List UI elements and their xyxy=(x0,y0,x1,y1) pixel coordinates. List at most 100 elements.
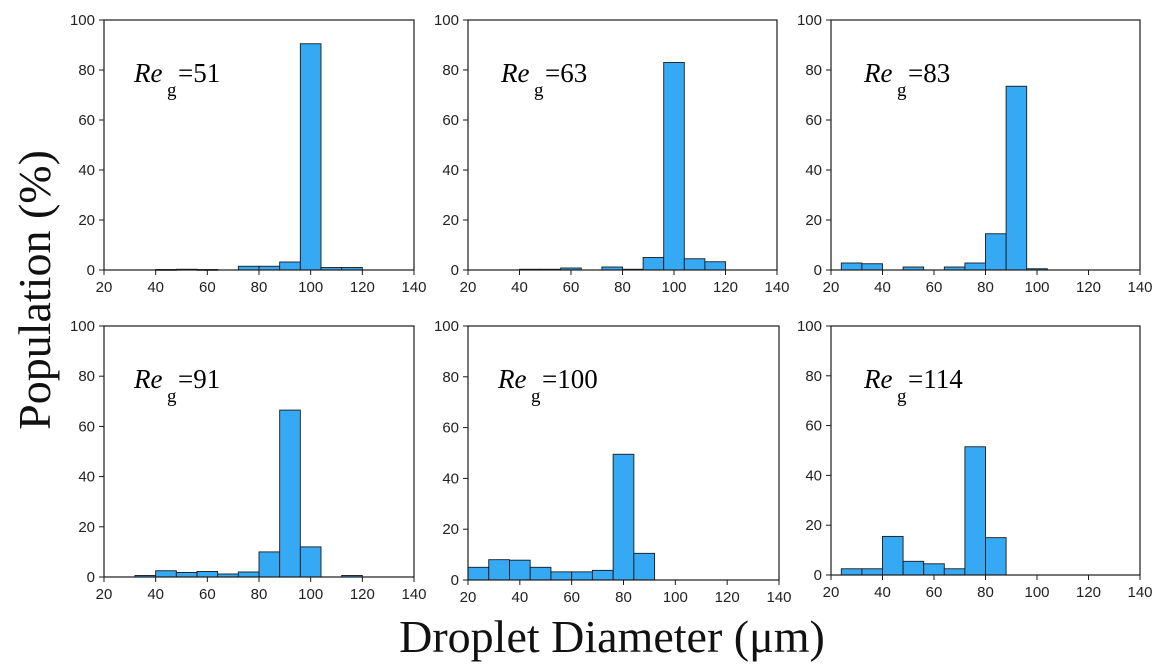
bar xyxy=(704,261,726,271)
y-tick-label: 80 xyxy=(78,368,95,385)
reynolds-subscript: g xyxy=(167,80,177,101)
y-tick-label: 0 xyxy=(814,262,822,279)
x-tick-label: 140 xyxy=(1127,584,1152,601)
x-tick-label: 100 xyxy=(298,586,323,603)
y-tick-label: 0 xyxy=(451,572,459,589)
y-tick-label: 100 xyxy=(434,318,459,335)
bar xyxy=(237,571,260,578)
y-tick-label: 100 xyxy=(797,318,822,335)
bar xyxy=(642,257,665,271)
bar xyxy=(591,569,614,581)
x-tick-label: 20 xyxy=(823,279,840,296)
x-tick-label: 100 xyxy=(1024,584,1049,601)
x-tick-label: 60 xyxy=(199,586,216,603)
y-tick-label: 0 xyxy=(87,569,95,586)
reynolds-value: =100 xyxy=(542,364,598,394)
x-tick-label: 140 xyxy=(764,279,789,296)
reynolds-value: =51 xyxy=(178,58,220,88)
x-tick-label: 120 xyxy=(713,279,738,296)
y-tick-label: 40 xyxy=(78,469,95,486)
bar xyxy=(902,560,925,576)
x-tick-label: 20 xyxy=(96,586,113,603)
x-tick-label: 120 xyxy=(350,279,375,296)
reynolds-annotation: Re xyxy=(497,364,526,394)
reynolds-value: =63 xyxy=(545,58,587,88)
y-tick-label: 20 xyxy=(805,212,822,229)
y-tick-label: 60 xyxy=(442,420,459,437)
y-tick-label: 40 xyxy=(442,162,459,179)
x-axis-label: Droplet Diameter (μm) xyxy=(399,611,825,662)
x-tick-label: 60 xyxy=(563,589,580,606)
reynolds-annotation: Re xyxy=(500,58,529,88)
x-tick-label: 80 xyxy=(977,279,994,296)
x-tick-label: 40 xyxy=(511,279,528,296)
bar xyxy=(571,571,593,581)
bar xyxy=(196,571,219,578)
bar xyxy=(467,566,490,581)
y-tick-label: 40 xyxy=(78,162,95,179)
x-tick-label: 100 xyxy=(661,279,686,296)
reynolds-value: =114 xyxy=(908,364,963,394)
bar xyxy=(943,568,966,576)
reynolds-subscript: g xyxy=(897,80,907,101)
y-tick-label: 20 xyxy=(805,517,822,534)
bar xyxy=(299,43,322,271)
y-tick-label: 20 xyxy=(78,519,95,536)
x-tick-label: 140 xyxy=(766,589,791,606)
y-tick-label: 100 xyxy=(434,12,459,29)
y-tick-label: 80 xyxy=(442,369,459,386)
y-tick-label: 0 xyxy=(814,567,822,584)
bar xyxy=(175,572,198,578)
bar xyxy=(279,261,301,271)
bar xyxy=(529,566,552,581)
x-tick-label: 140 xyxy=(401,279,426,296)
reynolds-value: =83 xyxy=(908,58,950,88)
reynolds-subscript: g xyxy=(167,386,177,407)
x-tick-label: 20 xyxy=(460,589,477,606)
reynolds-annotation: Re xyxy=(863,364,892,394)
x-tick-label: 120 xyxy=(350,586,375,603)
y-tick-label: 80 xyxy=(442,62,459,79)
x-tick-label: 40 xyxy=(147,279,164,296)
x-tick-label: 60 xyxy=(926,279,943,296)
bar xyxy=(985,537,1007,576)
y-tick-label: 20 xyxy=(78,212,95,229)
x-tick-label: 120 xyxy=(1076,279,1101,296)
bar xyxy=(258,551,281,578)
reynolds-annotation: Re xyxy=(133,58,162,88)
y-tick-label: 60 xyxy=(805,418,822,435)
bar xyxy=(985,233,1007,271)
bar xyxy=(683,258,706,271)
x-tick-label: 120 xyxy=(715,589,740,606)
x-tick-label: 80 xyxy=(615,589,632,606)
reynolds-subscript: g xyxy=(534,80,544,101)
y-tick-label: 40 xyxy=(805,467,822,484)
reynolds-subscript: g xyxy=(531,386,541,407)
x-tick-label: 120 xyxy=(1076,584,1101,601)
bar xyxy=(279,409,301,578)
y-tick-label: 40 xyxy=(442,470,459,487)
bar xyxy=(612,453,635,581)
bar xyxy=(299,546,322,578)
bar xyxy=(840,262,863,271)
bar xyxy=(663,62,685,271)
reynolds-annotation: Re xyxy=(863,58,892,88)
x-tick-label: 80 xyxy=(977,584,994,601)
y-tick-label: 0 xyxy=(87,262,95,279)
bar xyxy=(964,446,986,576)
x-tick-label: 60 xyxy=(926,584,943,601)
bar xyxy=(155,570,177,578)
y-tick-label: 100 xyxy=(70,318,95,335)
x-tick-label: 140 xyxy=(1127,279,1152,296)
x-tick-label: 80 xyxy=(614,279,631,296)
y-tick-label: 100 xyxy=(797,12,822,29)
y-tick-label: 60 xyxy=(442,112,459,129)
